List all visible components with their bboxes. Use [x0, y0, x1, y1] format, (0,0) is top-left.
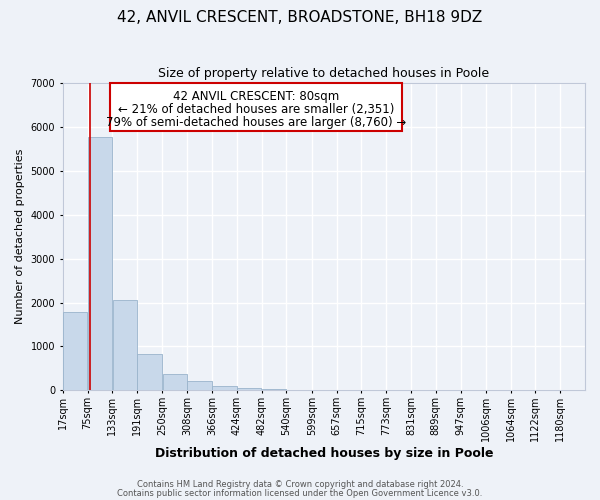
Bar — [262, 389, 286, 390]
Bar — [237, 388, 262, 390]
Text: ← 21% of detached houses are smaller (2,351): ← 21% of detached houses are smaller (2,… — [118, 103, 394, 116]
Bar — [113, 300, 137, 390]
X-axis label: Distribution of detached houses by size in Poole: Distribution of detached houses by size … — [155, 447, 493, 460]
Text: Contains HM Land Registry data © Crown copyright and database right 2024.: Contains HM Land Registry data © Crown c… — [137, 480, 463, 489]
Text: 42, ANVIL CRESCENT, BROADSTONE, BH18 9DZ: 42, ANVIL CRESCENT, BROADSTONE, BH18 9DZ — [118, 10, 482, 25]
Y-axis label: Number of detached properties: Number of detached properties — [15, 149, 25, 324]
Bar — [212, 386, 236, 390]
Bar — [63, 312, 88, 390]
Bar — [88, 137, 112, 390]
Bar — [187, 380, 212, 390]
Text: Contains public sector information licensed under the Open Government Licence v3: Contains public sector information licen… — [118, 488, 482, 498]
FancyBboxPatch shape — [110, 83, 402, 130]
Text: 42 ANVIL CRESCENT: 80sqm: 42 ANVIL CRESCENT: 80sqm — [173, 90, 339, 103]
Title: Size of property relative to detached houses in Poole: Size of property relative to detached ho… — [158, 68, 490, 80]
Text: 79% of semi-detached houses are larger (8,760) →: 79% of semi-detached houses are larger (… — [106, 116, 406, 128]
Bar — [137, 354, 162, 390]
Bar — [163, 374, 187, 390]
